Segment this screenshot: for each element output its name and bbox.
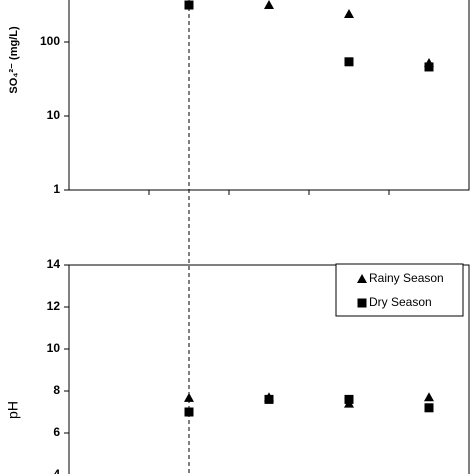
marker-triangle bbox=[357, 274, 367, 283]
plot-frame bbox=[68, 264, 470, 474]
y-tick-label: 6 bbox=[53, 425, 60, 439]
marker-square bbox=[344, 394, 354, 404]
marker-triangle bbox=[424, 392, 434, 402]
y-tick-label: 10 bbox=[47, 108, 61, 122]
marker-square bbox=[264, 394, 274, 404]
marker-square bbox=[424, 403, 434, 413]
marker-square bbox=[357, 298, 367, 308]
marker-square bbox=[424, 62, 434, 72]
y-tick-label: 10 bbox=[47, 341, 61, 355]
y-tick-label: 1 bbox=[53, 182, 60, 196]
y-tick-label: 12 bbox=[47, 299, 61, 313]
legend-box bbox=[335, 263, 464, 317]
marker-square bbox=[184, 407, 194, 417]
plot-frame bbox=[68, 0, 470, 191]
y-tick-label: 4 bbox=[53, 467, 60, 474]
y-tick-label: 8 bbox=[53, 383, 60, 397]
y-axis-label: SO₄²⁻ (mg/L) bbox=[8, 26, 20, 94]
legend-label: Dry Season bbox=[369, 295, 432, 309]
y-axis-label: pH bbox=[5, 401, 21, 419]
legend-label: Rainy Season bbox=[369, 271, 444, 285]
y-tick-label: 14 bbox=[47, 257, 61, 271]
marker-square bbox=[344, 57, 354, 67]
marker-triangle bbox=[344, 8, 354, 18]
marker-square bbox=[184, 0, 194, 10]
marker-triangle bbox=[184, 392, 194, 402]
marker-triangle bbox=[264, 0, 274, 10]
y-tick-label: 100 bbox=[40, 34, 60, 48]
